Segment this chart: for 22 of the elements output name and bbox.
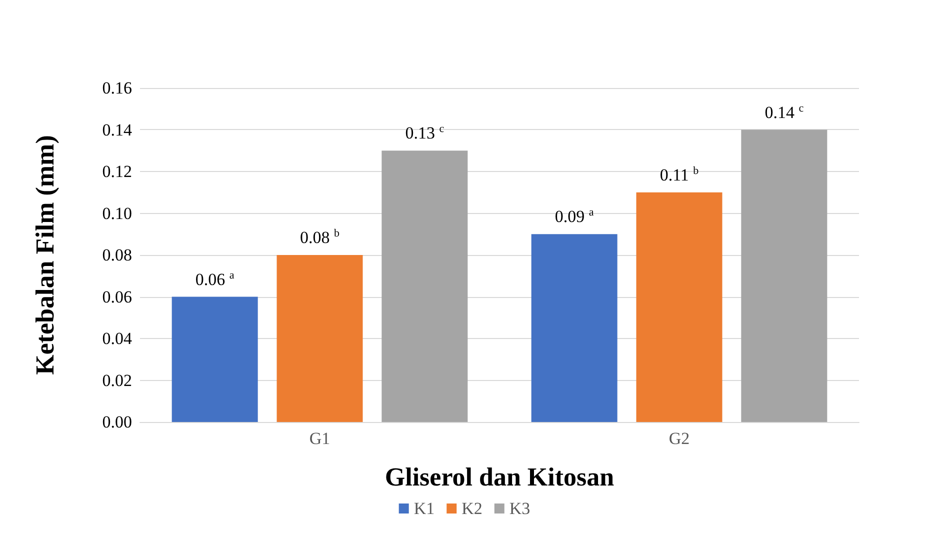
x-tick-label: G1: [309, 429, 330, 448]
legend-label: K2: [462, 499, 482, 518]
y-tick-label: 0.00: [102, 412, 132, 432]
bar: [741, 130, 828, 422]
bar: [382, 150, 468, 422]
bar: [276, 255, 363, 422]
x-axis-title: Gliserol dan Kitosan: [384, 462, 615, 492]
y-tick-label: 0.16: [102, 78, 132, 98]
bar: [531, 234, 618, 422]
y-tick-label: 0.06: [102, 287, 132, 306]
legend-label: K1: [414, 499, 435, 518]
y-axis-title: Ketebalan Film (mm): [30, 135, 60, 375]
x-tick-label: G2: [668, 429, 690, 448]
bar: [172, 296, 258, 422]
y-tick-label: 0.14: [102, 120, 132, 140]
y-tick-label: 0.04: [102, 329, 132, 348]
y-tick-label: 0.10: [102, 204, 132, 223]
legend-label: K3: [509, 499, 530, 518]
y-tick-label: 0.12: [102, 162, 132, 181]
bar: [636, 192, 722, 422]
y-tick-label: 0.02: [102, 370, 132, 390]
y-tick-label: 0.08: [102, 246, 132, 264]
